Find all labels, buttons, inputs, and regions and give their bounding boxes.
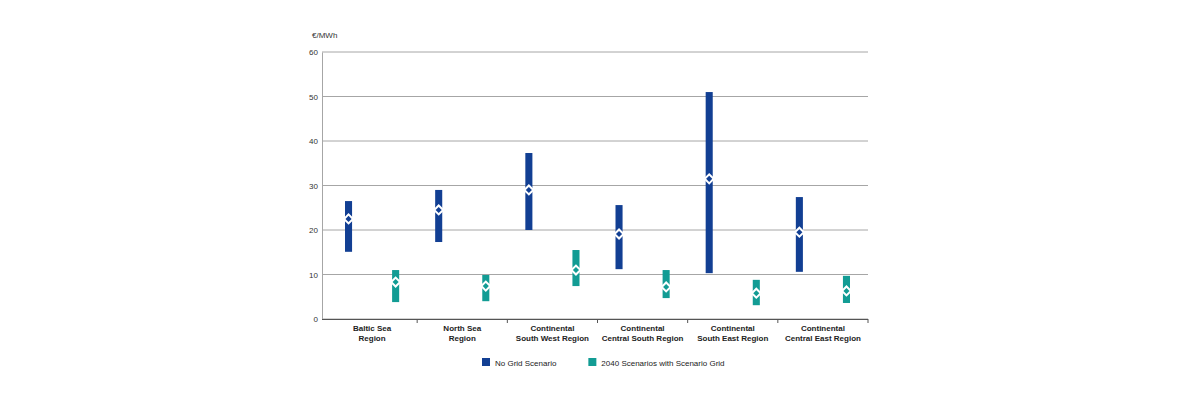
range-bar: [392, 270, 399, 302]
range-bar: [435, 190, 442, 242]
plot-area: [344, 92, 851, 305]
y-tick-label: 50: [309, 93, 318, 102]
y-axis-line: [322, 53, 323, 320]
y-tick: 50: [309, 93, 322, 102]
y-tick: 10: [309, 271, 322, 280]
series: [344, 92, 804, 273]
grid-line: [322, 319, 868, 320]
legend: No Grid Scenario 2040 Scenarios with Scen…: [482, 358, 725, 368]
mean-marker: [705, 174, 714, 183]
mean-marker: [344, 214, 353, 223]
x-tick: ContinentalCentral South Region: [602, 319, 684, 343]
range-bar: [796, 197, 803, 272]
x-tick-label: ContinentalSouth West Region: [516, 324, 589, 343]
grid-line: [322, 52, 868, 53]
category-separator: [417, 319, 418, 323]
range-bar: [706, 92, 713, 273]
mean-marker: [752, 289, 761, 298]
mean-marker: [795, 228, 804, 237]
range-bar: [482, 275, 489, 301]
grid-line: [322, 185, 868, 186]
mean-marker: [662, 282, 671, 291]
category-separator: [868, 319, 869, 323]
x-tick: ContinentalCentral East Region: [785, 319, 861, 343]
x-tick: North SeaRegion: [443, 319, 481, 343]
y-tick-label: 30: [309, 182, 318, 191]
range-bar: [843, 276, 850, 303]
range-bar: [753, 280, 760, 305]
x-axis: Baltic SeaRegion North SeaRegion Continent…: [322, 319, 868, 343]
x-tick-label: ContinentalCentral South Region: [602, 324, 684, 343]
y-tick: 30: [309, 182, 322, 191]
y-tick-label: 40: [309, 137, 318, 146]
y-tick: 40: [309, 137, 322, 146]
y-tick-label: 10: [309, 271, 318, 280]
legend-swatch: [588, 358, 596, 366]
y-tick-label: 60: [309, 48, 318, 57]
legend-swatch: [482, 358, 490, 366]
category-separator: [687, 319, 688, 323]
grid-line: [322, 230, 868, 231]
y-tick: 0: [314, 315, 322, 324]
range-bar: [616, 205, 623, 269]
mean-marker: [615, 230, 624, 239]
x-tick-label: Baltic SeaRegion: [353, 324, 392, 343]
x-axis-line: [322, 319, 868, 320]
grid: [322, 52, 868, 319]
legend-label: 2040 Scenarios with Scenario Grid: [601, 359, 724, 368]
mean-marker: [524, 185, 533, 194]
range-bar: [572, 250, 579, 286]
category-separator: [507, 319, 508, 323]
y-tick-label: 0: [314, 315, 319, 324]
x-tick-label: North SeaRegion: [443, 324, 481, 343]
category-separator: [597, 319, 598, 323]
range-bar: [525, 153, 532, 230]
grid-line: [322, 274, 868, 275]
range-bar: [345, 201, 352, 252]
chart: 0 10 20 30 40 50 60 €/MWh Baltic SeaRegion North …: [0, 0, 1200, 400]
mean-marker: [842, 286, 851, 295]
mean-marker: [481, 282, 490, 291]
legend-label: No Grid Scenario: [495, 359, 557, 368]
y-tick-label: 20: [309, 226, 318, 235]
x-tick-label: ContinentalCentral East Region: [785, 324, 861, 343]
range-bar: [663, 270, 670, 298]
x-tick: ContinentalSouth East Region: [697, 319, 768, 343]
mean-marker: [391, 278, 400, 287]
x-tick: Baltic SeaRegion: [353, 319, 392, 343]
y-tick: 20: [309, 226, 322, 235]
x-tick: ContinentalSouth West Region: [516, 319, 589, 343]
mean-marker: [571, 266, 580, 275]
series: [391, 250, 851, 305]
grid-line: [322, 96, 868, 97]
x-tick-label: ContinentalSouth East Region: [697, 324, 768, 343]
y-axis: 0 10 20 30 40 50 60: [309, 48, 322, 324]
y-axis-title: €/MWh: [312, 31, 337, 40]
grid-line: [322, 141, 868, 142]
mean-marker: [434, 206, 443, 215]
y-tick: 60: [309, 48, 322, 57]
category-separator: [777, 319, 778, 323]
